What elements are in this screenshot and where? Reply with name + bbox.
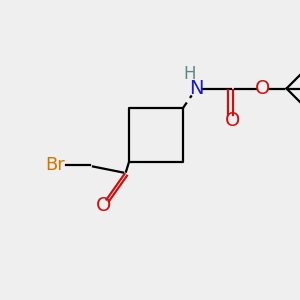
Text: Br: Br <box>46 156 65 174</box>
Text: O: O <box>255 79 270 98</box>
Text: N: N <box>189 79 204 98</box>
Text: H: H <box>184 65 196 83</box>
Text: O: O <box>96 196 111 215</box>
Text: O: O <box>225 110 240 130</box>
